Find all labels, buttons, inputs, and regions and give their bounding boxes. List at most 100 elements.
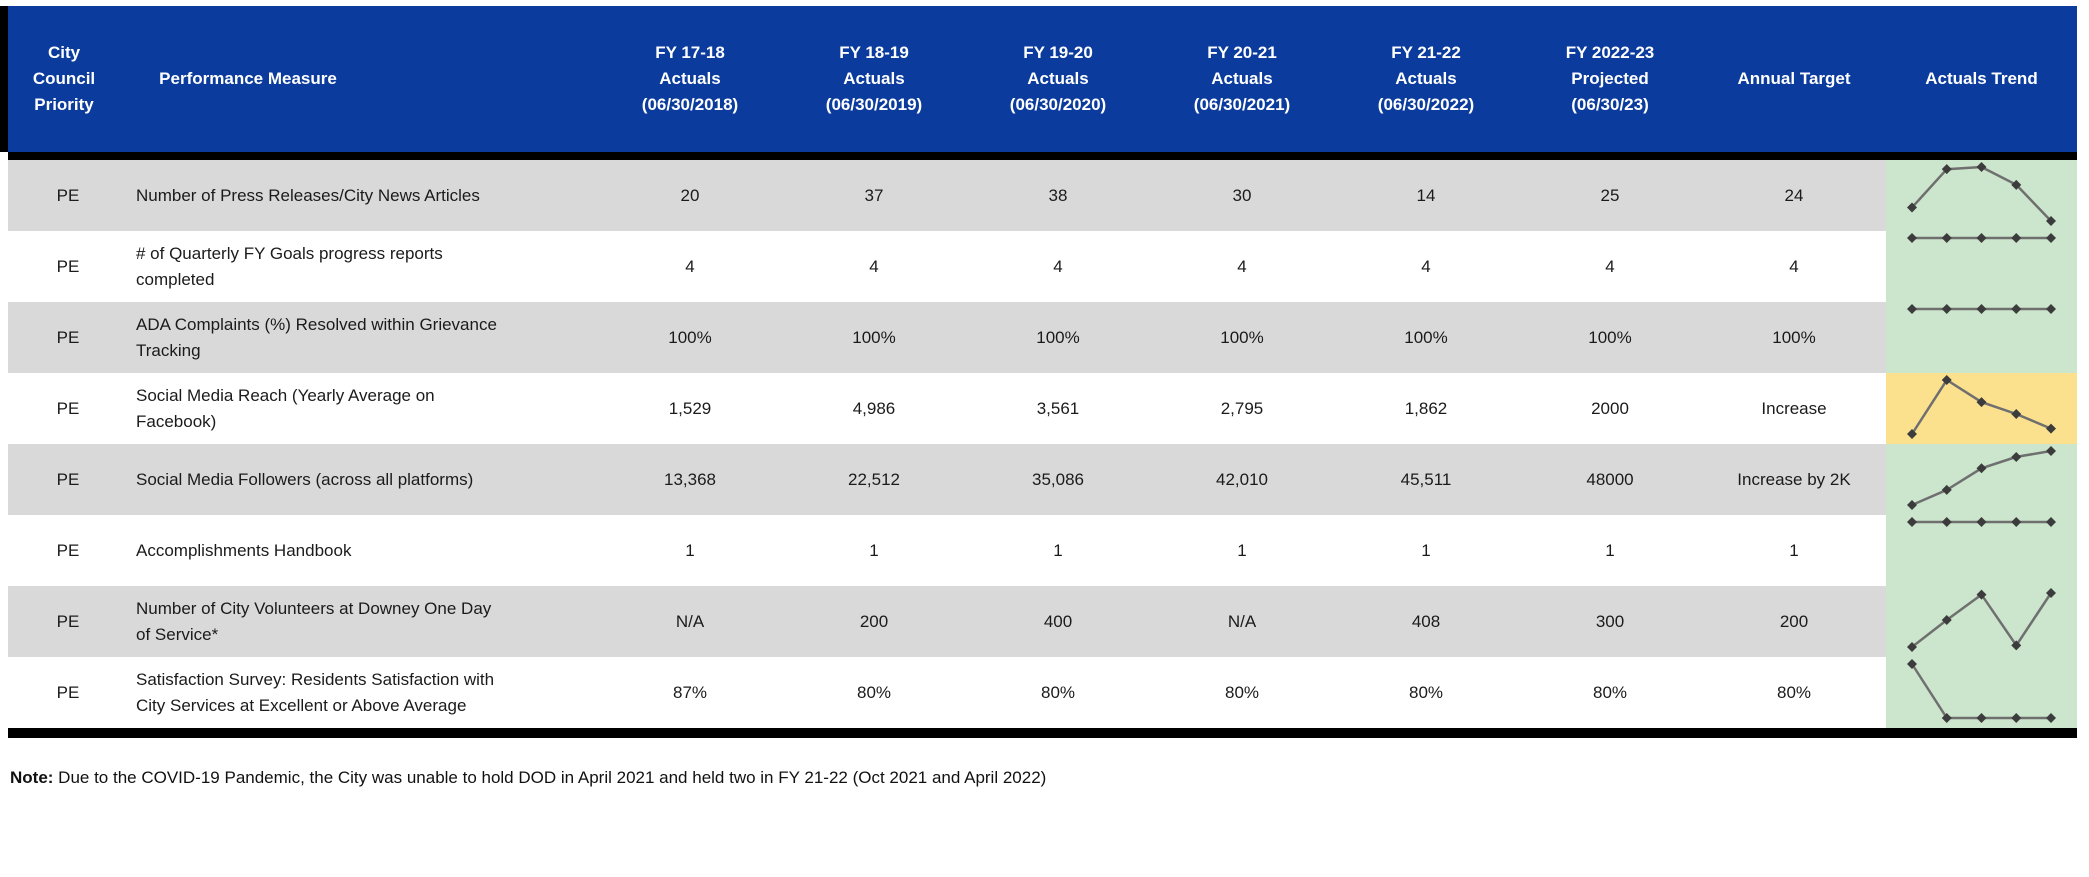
cell-priority: PE: [56, 256, 80, 276]
cell-value: 100%: [1334, 302, 1518, 373]
footnote-text: Due to the COVID-19 Pandemic, the City w…: [53, 768, 1047, 787]
cell-trend: [1886, 373, 2077, 444]
cell-measure: Social Media Followers (across all platf…: [120, 444, 598, 515]
table-row: PE Satisfaction Survey: Residents Satisf…: [8, 657, 2077, 728]
table-row: PE Number of Press Releases/City News Ar…: [8, 160, 2077, 231]
table-bottom-border: [8, 728, 2077, 738]
cell-trend: [1886, 586, 2077, 657]
cell-measure: Number of City Volunteers at Downey One …: [120, 586, 598, 657]
column-header: City Council Priority: [32, 43, 96, 114]
document: City Council Priority Performance Measure…: [0, 6, 2089, 788]
cell-value: 4: [1421, 256, 1431, 276]
cell-value: 80%: [1224, 682, 1260, 702]
trend-sparkline: [1907, 588, 2056, 652]
cell-value: 4: [685, 256, 695, 276]
cell-value: 14: [1334, 160, 1518, 231]
table-row: PE Accomplishments Handbook 1 1 1 1 1 1 1: [8, 515, 2077, 586]
cell-priority: PE: [8, 302, 120, 373]
cell-trend: [1886, 231, 2077, 302]
table-row: PE Social Media Followers (across all pl…: [8, 444, 2077, 515]
trend-sparkline: [1907, 304, 2056, 314]
cell-value: 4: [1789, 256, 1799, 276]
footnote: Note: Due to the COVID-19 Pandemic, the …: [10, 768, 2089, 788]
table-row: PE Social Media Reach (Yearly Average on…: [8, 373, 2077, 444]
trend-sparkline: [1907, 162, 2056, 226]
cell-value: 87%: [672, 682, 708, 702]
column-header: FY 21-22 Actuals (06/30/2022): [1377, 43, 1475, 114]
cell-value: 100%: [1702, 302, 1886, 373]
cell-value: 1,529: [668, 398, 712, 418]
cell-value: 1: [1789, 540, 1799, 560]
cell-value: 42,010: [1150, 444, 1334, 515]
column-header: Actuals Trend: [1925, 69, 2038, 88]
table-row: PE Number of City Volunteers at Downey O…: [8, 586, 2077, 657]
cell-value: 24: [1702, 160, 1886, 231]
cell-value: 37: [782, 160, 966, 231]
cell-value: N/A: [598, 586, 782, 657]
cell-value: 3,561: [1036, 398, 1080, 418]
cell-value: 1: [1421, 540, 1431, 560]
column-header: FY 18-19 Actuals (06/30/2019): [825, 43, 923, 114]
table-body: PE Number of Press Releases/City News Ar…: [8, 160, 2077, 728]
cell-value: 100%: [598, 302, 782, 373]
cell-value: 300: [1518, 586, 1702, 657]
cell-priority: PE: [8, 586, 120, 657]
cell-trend: [1886, 657, 2077, 728]
column-header: FY 17-18 Actuals (06/30/2018): [641, 43, 739, 114]
table-header-row: City Council Priority Performance Measure…: [0, 6, 2077, 152]
cell-measure: Number of Press Releases/City News Artic…: [120, 160, 598, 231]
trend-sparkline: [1907, 375, 2056, 439]
column-header: FY 20-21 Actuals (06/30/2021): [1193, 43, 1291, 114]
cell-value: 80%: [1408, 682, 1444, 702]
cell-value: 45,511: [1334, 444, 1518, 515]
cell-measure: Accomplishments Handbook: [136, 540, 352, 560]
cell-value: 2,795: [1220, 398, 1264, 418]
cell-value: 1: [1237, 540, 1247, 560]
cell-value: 4: [1053, 256, 1063, 276]
cell-value: 48000: [1518, 444, 1702, 515]
cell-value: 100%: [1518, 302, 1702, 373]
performance-measures-table: City Council Priority Performance Measure…: [0, 6, 2077, 738]
trend-sparkline: [1907, 659, 2056, 723]
cell-value: 38: [966, 160, 1150, 231]
cell-value: 1,862: [1404, 398, 1448, 418]
cell-value: 4: [1605, 256, 1615, 276]
cell-value: 1: [1605, 540, 1615, 560]
cell-value: 100%: [1150, 302, 1334, 373]
cell-value: 1: [869, 540, 879, 560]
cell-value: 2000: [1591, 398, 1629, 418]
cell-trend: [1886, 444, 2077, 515]
column-header: Annual Target: [1737, 69, 1851, 88]
cell-value: 20: [598, 160, 782, 231]
cell-value: 200: [1702, 586, 1886, 657]
cell-value: 400: [966, 586, 1150, 657]
cell-value: 80%: [1040, 682, 1076, 702]
cell-value: 22,512: [782, 444, 966, 515]
cell-measure: ADA Complaints (%) Resolved within Griev…: [120, 302, 598, 373]
trend-sparkline: [1907, 446, 2056, 510]
cell-measure: # of Quarterly FY Goals progress reports…: [136, 243, 443, 289]
cell-value: 80%: [856, 682, 892, 702]
cell-value: 80%: [1776, 682, 1812, 702]
cell-priority: PE: [8, 160, 120, 231]
cell-value: 100%: [966, 302, 1150, 373]
cell-value: 13,368: [598, 444, 782, 515]
cell-value: 25: [1518, 160, 1702, 231]
cell-value: 4,986: [852, 398, 896, 418]
cell-priority: PE: [56, 540, 80, 560]
footnote-label: Note:: [10, 768, 54, 787]
cell-trend: [1886, 515, 2077, 586]
cell-measure: Social Media Reach (Yearly Average on Fa…: [136, 385, 435, 431]
header-divider: [8, 152, 2077, 160]
cell-priority: PE: [56, 398, 80, 418]
cell-priority: PE: [8, 444, 120, 515]
cell-value: 100%: [782, 302, 966, 373]
column-header: FY 2022-23 Projected (06/30/23): [1565, 43, 1655, 114]
cell-value: 1: [1053, 540, 1063, 560]
trend-sparkline: [1907, 517, 2056, 527]
trend-sparkline: [1907, 233, 2056, 243]
cell-trend: [1886, 302, 2077, 373]
cell-value: N/A: [1150, 586, 1334, 657]
cell-value: 35,086: [966, 444, 1150, 515]
table-row: PE ADA Complaints (%) Resolved within Gr…: [8, 302, 2077, 373]
